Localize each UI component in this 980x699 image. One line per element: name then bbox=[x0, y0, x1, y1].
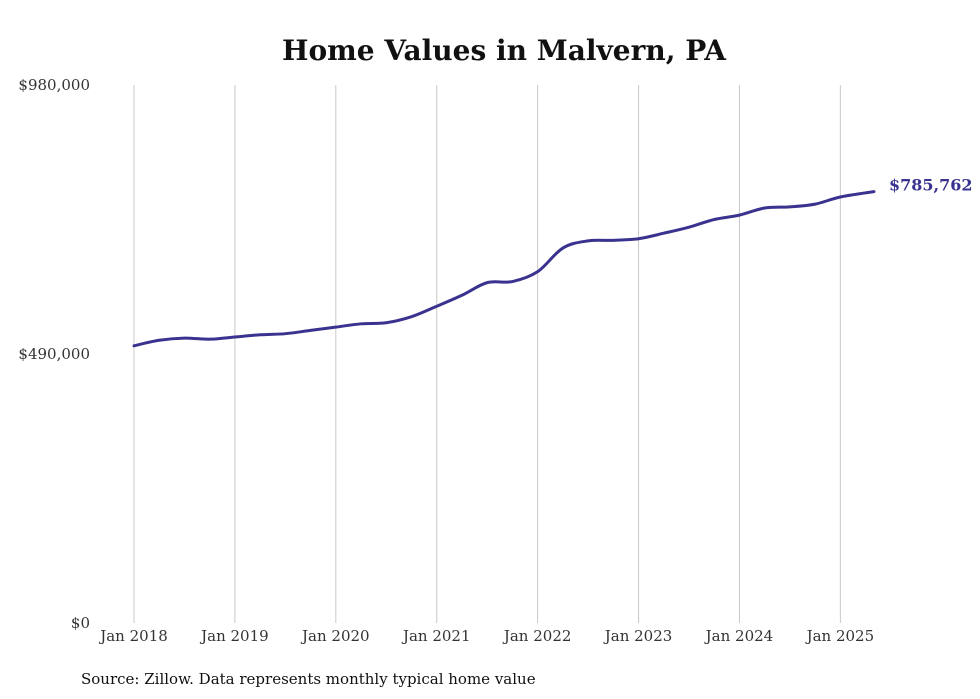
series-line bbox=[132, 190, 876, 348]
grid-lines bbox=[133, 85, 841, 623]
x-tick-label: Jan 2018 bbox=[98, 627, 168, 645]
y-tick-label: $490,000 bbox=[18, 345, 90, 363]
end-value-label: $785,762 bbox=[889, 176, 973, 195]
x-tick-label: Jan 2020 bbox=[300, 627, 370, 645]
x-tick-label: Jan 2024 bbox=[704, 627, 774, 645]
x-tick-label: Jan 2025 bbox=[805, 627, 875, 645]
x-tick-label: Jan 2021 bbox=[401, 627, 471, 645]
x-tick-label: Jan 2019 bbox=[199, 627, 269, 645]
source-note: Source: Zillow. Data represents monthly … bbox=[81, 670, 536, 688]
series-layer bbox=[132, 190, 876, 348]
x-tick-label: Jan 2022 bbox=[502, 627, 572, 645]
chart-title: Home Values in Malvern, PA bbox=[282, 34, 727, 67]
y-tick-label: $980,000 bbox=[18, 76, 90, 94]
x-tick-label: Jan 2023 bbox=[603, 627, 673, 645]
y-axis-tick-labels: $0 $490,000 $980,000 bbox=[18, 76, 90, 632]
y-tick-label: $0 bbox=[71, 614, 90, 632]
x-axis-tick-labels: Jan 2018 Jan 2019 Jan 2020 Jan 2021 Jan 2022… bbox=[98, 627, 874, 645]
